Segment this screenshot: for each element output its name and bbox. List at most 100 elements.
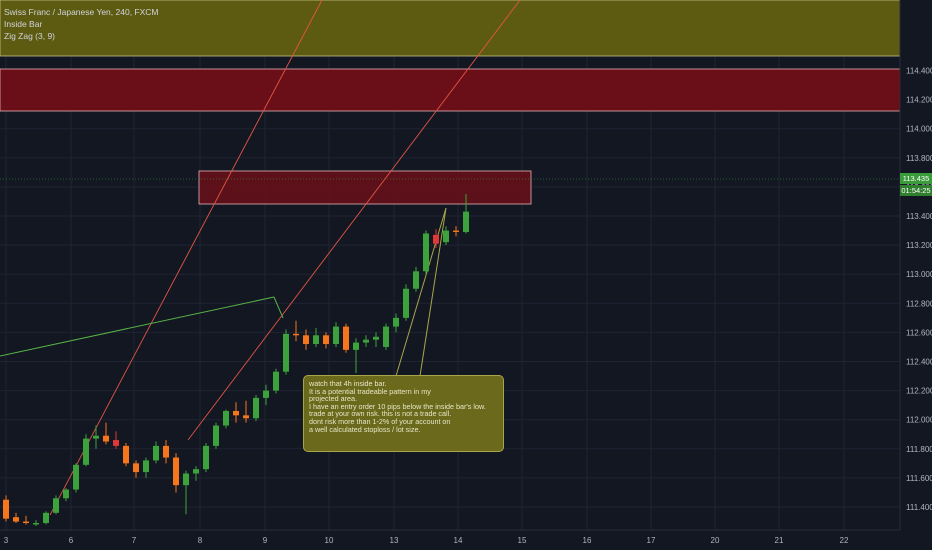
candle-body xyxy=(133,463,139,473)
candle-body xyxy=(263,390,269,398)
candle[interactable] xyxy=(103,422,109,445)
candle[interactable] xyxy=(443,226,449,246)
trendline-steep xyxy=(49,0,323,516)
candle[interactable] xyxy=(453,226,459,237)
note-line: a well calculated stoploss / lot size. xyxy=(309,424,421,434)
legend-indicator-zigzag[interactable]: Zig Zag (3, 9) xyxy=(4,31,56,41)
candle[interactable] xyxy=(293,320,299,342)
candle-body xyxy=(373,336,379,340)
x-tick-label: 20 xyxy=(711,536,720,545)
candle[interactable] xyxy=(223,409,229,429)
candle[interactable] xyxy=(413,266,419,292)
candle[interactable] xyxy=(73,463,79,493)
candle[interactable] xyxy=(23,515,29,525)
candle[interactable] xyxy=(53,495,59,515)
candle[interactable] xyxy=(333,322,339,347)
candle[interactable] xyxy=(393,313,399,333)
candle-body xyxy=(333,326,339,345)
candle[interactable] xyxy=(113,431,119,449)
candle[interactable] xyxy=(313,328,319,347)
y-tick-label: 111.400 xyxy=(906,503,932,512)
legend-indicator-inside-bar[interactable]: Inside Bar xyxy=(4,19,43,29)
candle-body xyxy=(53,498,59,513)
candle[interactable] xyxy=(253,394,259,422)
candle-body xyxy=(193,469,199,474)
candle[interactable] xyxy=(133,460,139,478)
candle[interactable] xyxy=(173,453,179,493)
candle[interactable] xyxy=(343,323,349,353)
y-tick-label: 111.800 xyxy=(906,445,932,454)
candle-body xyxy=(233,410,239,416)
candle-body xyxy=(363,339,369,343)
candle[interactable] xyxy=(263,384,269,406)
drawing-lines xyxy=(0,0,521,516)
x-tick-label: 22 xyxy=(840,536,849,545)
x-tick-label: 21 xyxy=(775,536,784,545)
candle[interactable] xyxy=(233,402,239,423)
x-tick-label: 10 xyxy=(325,536,334,545)
candle[interactable] xyxy=(373,332,379,347)
candle[interactable] xyxy=(323,332,329,349)
candle-body xyxy=(313,335,319,345)
candle[interactable] xyxy=(363,335,369,347)
note-line: watch that 4h inside bar. xyxy=(309,379,387,388)
candle-body xyxy=(323,335,329,345)
y-tick-label: 112.200 xyxy=(906,387,932,396)
zigzag-line xyxy=(0,296,275,357)
candle-body xyxy=(23,521,29,524)
candle[interactable] xyxy=(3,495,9,522)
y-axis-panel[interactable] xyxy=(900,0,932,550)
candle-body xyxy=(123,445,129,464)
candle[interactable] xyxy=(183,470,189,515)
candle-body xyxy=(343,326,349,350)
candle-body xyxy=(283,333,289,372)
candle[interactable] xyxy=(43,511,49,525)
y-tick-label: 112.800 xyxy=(906,299,932,308)
candle[interactable] xyxy=(243,400,249,423)
candle[interactable] xyxy=(213,422,219,449)
x-tick-label: 13 xyxy=(390,536,399,545)
y-tick-label: 112.600 xyxy=(906,328,932,337)
candle[interactable] xyxy=(433,229,439,249)
candle-body xyxy=(63,489,69,499)
annotation-note[interactable]: watch that 4h inside bar. It is a potent… xyxy=(303,375,504,452)
x-tick-label: 16 xyxy=(583,536,592,545)
candle[interactable] xyxy=(403,284,409,321)
candle[interactable] xyxy=(163,440,169,464)
candle-body xyxy=(443,230,449,243)
candle[interactable] xyxy=(143,457,149,478)
candle[interactable] xyxy=(273,368,279,394)
last-price-tag: 113.435 xyxy=(900,173,932,184)
candle-body xyxy=(433,234,439,244)
x-tick-label: 3 xyxy=(4,536,9,545)
y-tick-label: 113.200 xyxy=(906,241,932,250)
candle-body xyxy=(73,464,79,490)
note-line: I have an entry order 10 pips below the … xyxy=(309,401,486,411)
candle[interactable] xyxy=(33,520,39,526)
candle[interactable] xyxy=(283,329,289,375)
candle-body xyxy=(303,335,309,345)
candle[interactable] xyxy=(13,512,19,524)
candle[interactable] xyxy=(123,442,129,467)
candle[interactable] xyxy=(203,442,209,473)
candle[interactable] xyxy=(383,323,389,350)
y-tick-label: 114.400 xyxy=(906,67,932,76)
candle[interactable] xyxy=(353,338,359,374)
legend-symbol[interactable]: Swiss Franc / Japanese Yen, 240, FXCM xyxy=(4,7,159,17)
x-tick-label: 8 xyxy=(198,536,203,545)
candle[interactable] xyxy=(83,434,89,467)
candle[interactable] xyxy=(93,425,99,449)
candle[interactable] xyxy=(463,194,469,234)
candle[interactable] xyxy=(423,230,429,275)
candle-body xyxy=(293,333,299,336)
zones xyxy=(0,0,901,205)
candle-body xyxy=(393,317,399,327)
x-axis-panel[interactable] xyxy=(0,530,900,550)
candle[interactable] xyxy=(193,466,199,481)
candle[interactable] xyxy=(63,488,69,502)
candle[interactable] xyxy=(303,329,309,350)
candles xyxy=(3,194,469,526)
candle[interactable] xyxy=(153,441,159,464)
